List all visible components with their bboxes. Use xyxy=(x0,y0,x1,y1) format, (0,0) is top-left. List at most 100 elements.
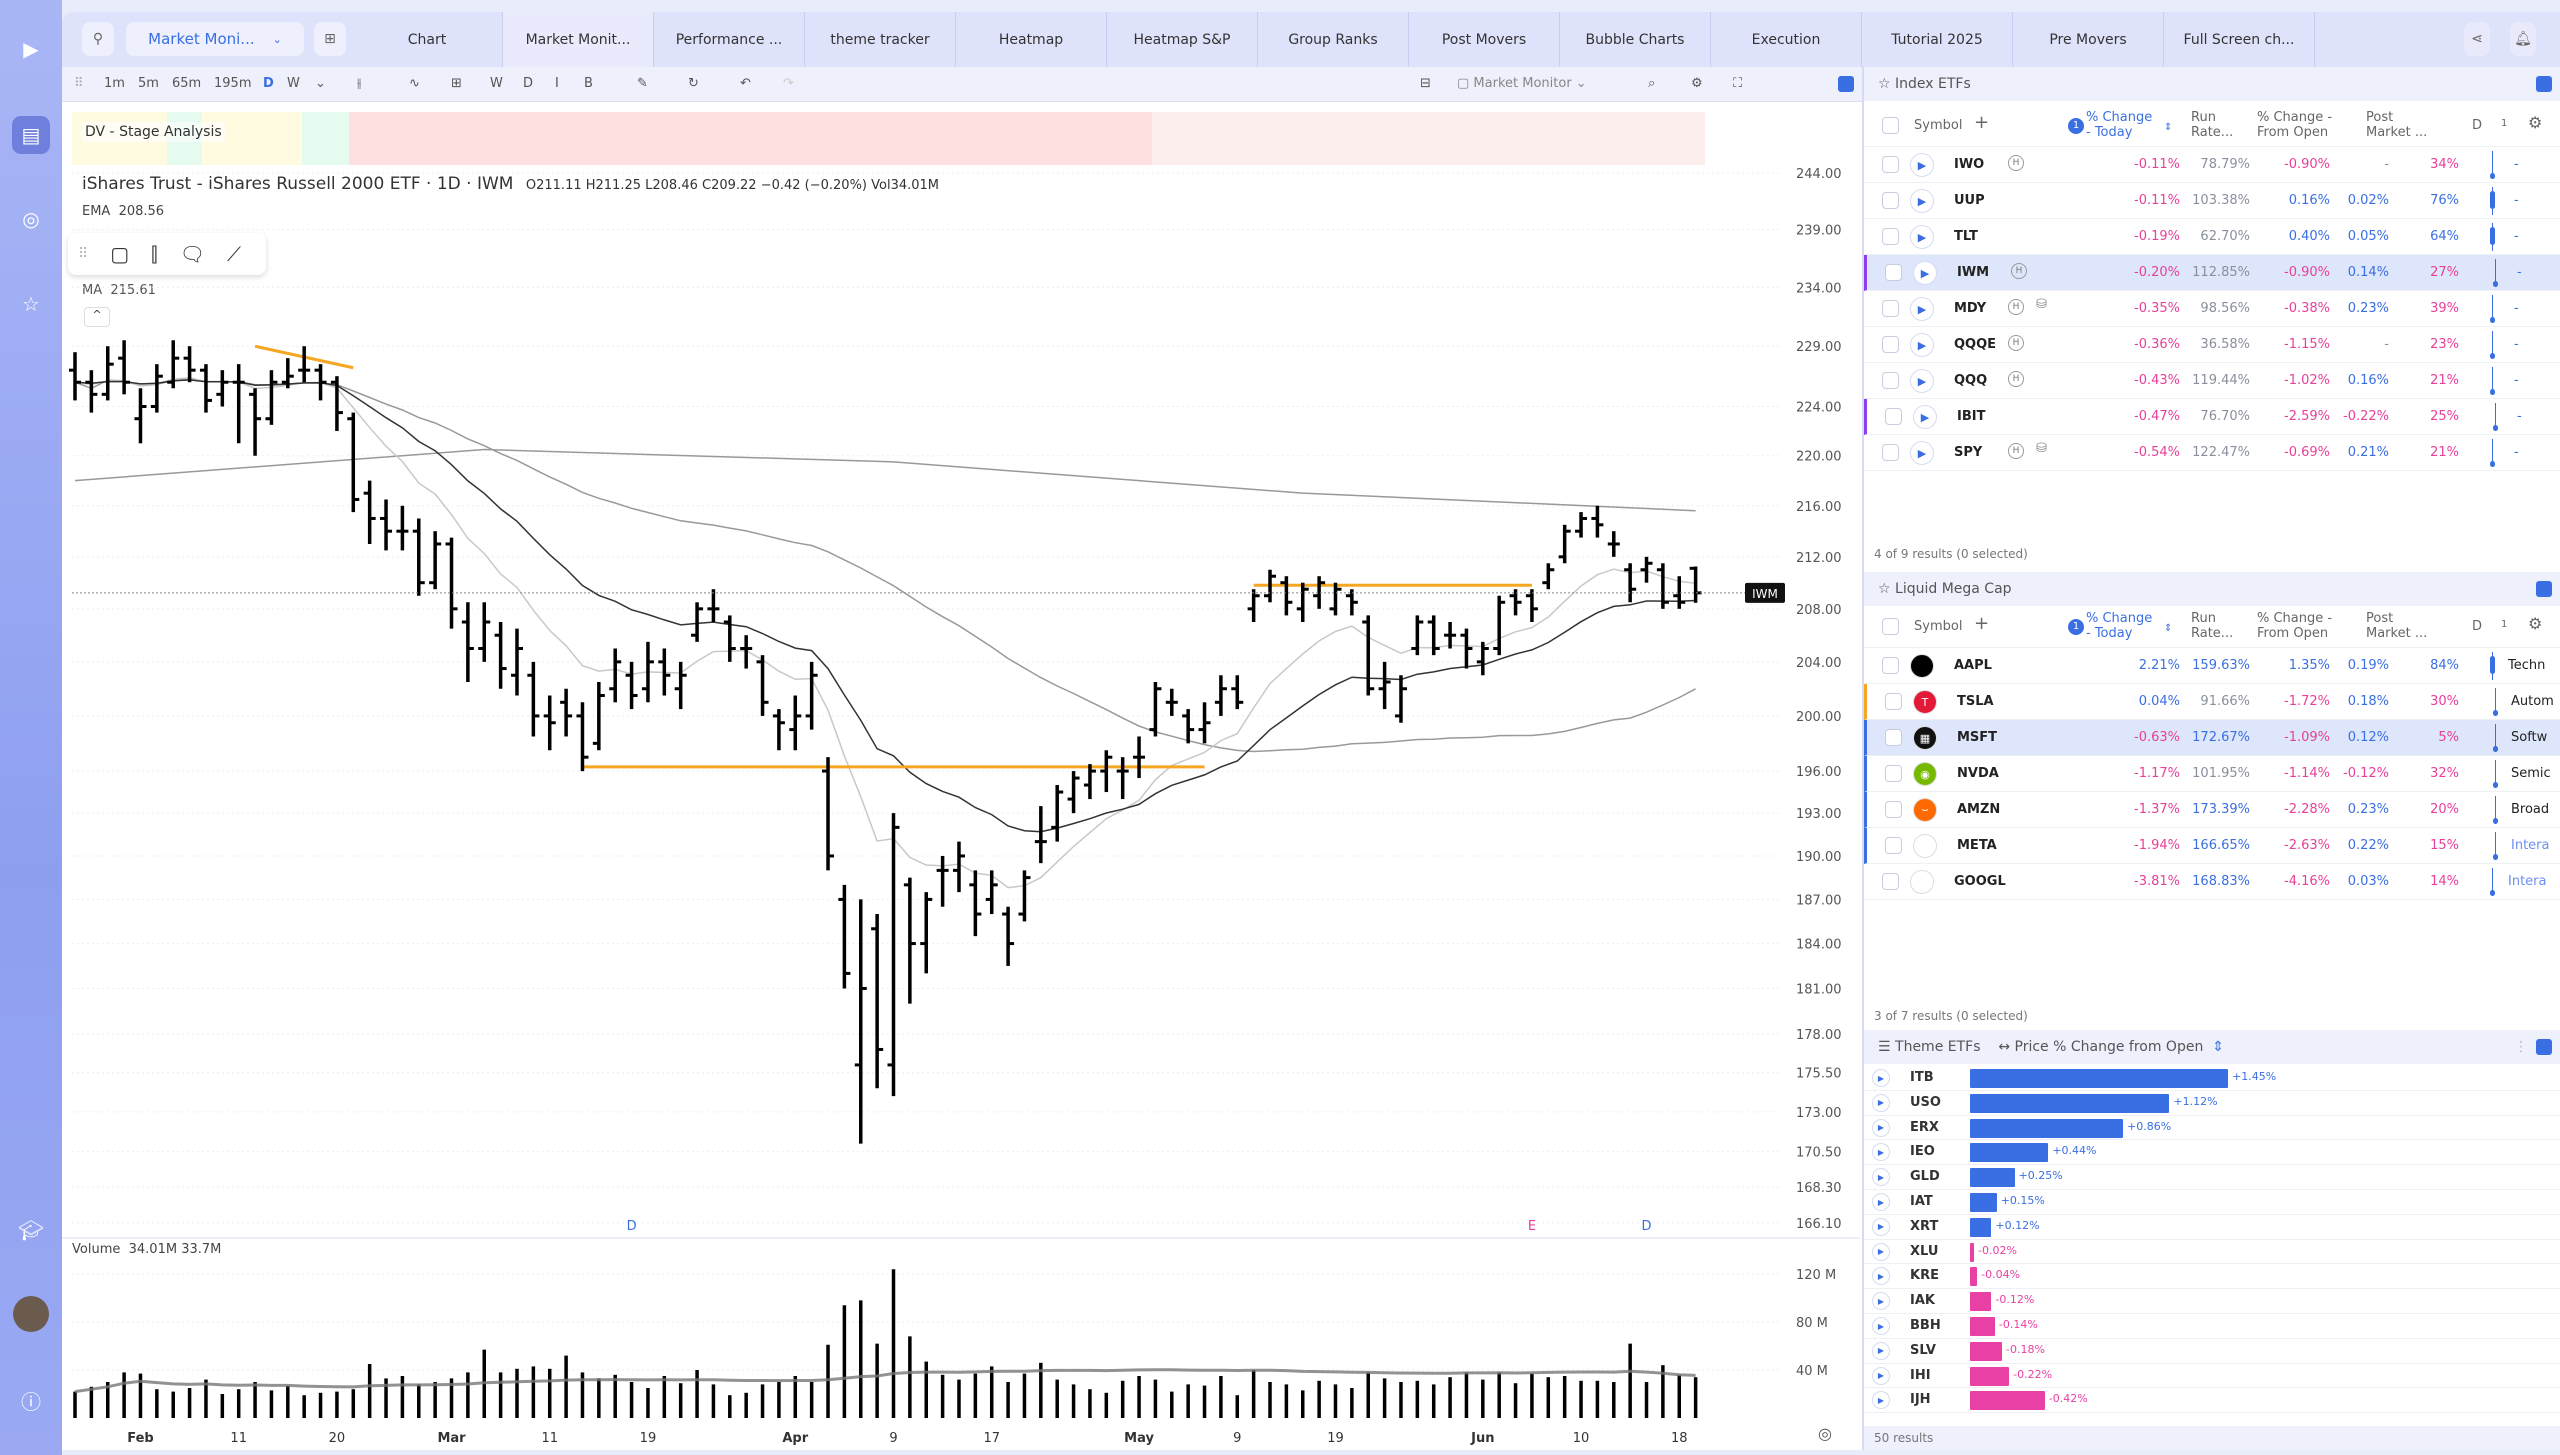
holdings-icon[interactable]: H xyxy=(2008,443,2024,459)
link-color-button[interactable] xyxy=(1838,76,1854,92)
sort-icon[interactable]: ⇕ xyxy=(2164,122,2173,133)
drag-handle-icon[interactable]: ⠿ xyxy=(74,76,84,91)
candles-tool-icon[interactable]: ⫿ xyxy=(151,242,158,266)
theme-etf-row[interactable]: ▶ IEO +0.44% xyxy=(1864,1140,2560,1166)
radar-icon[interactable]: ◎ xyxy=(22,207,40,231)
layout-select[interactable]: Market Moni... ⌄ xyxy=(126,22,304,56)
run-rate-column-header[interactable]: Run Rate... xyxy=(2191,611,2234,641)
tab-pre-movers[interactable]: Pre Movers xyxy=(2013,12,2164,67)
symbol-cell[interactable]: QQQ xyxy=(1954,373,1988,388)
drag-handle-icon[interactable]: ⠿ xyxy=(78,246,89,262)
interval-5m[interactable]: 5m xyxy=(138,76,159,91)
play-icon[interactable]: ▶ xyxy=(1872,1118,1890,1137)
link-color-button[interactable] xyxy=(2536,1039,2552,1055)
theme-symbol[interactable]: ITB xyxy=(1910,1070,1934,1085)
play-icon[interactable]: ▶ xyxy=(1872,1193,1890,1211)
quick-search-icon[interactable]: ⌕ xyxy=(1648,76,1656,91)
undo-icon[interactable]: ↶ xyxy=(740,76,751,91)
star-icon[interactable]: ☆ xyxy=(1878,76,1891,92)
row-checkbox[interactable] xyxy=(1882,156,1899,173)
share-button[interactable]: ⋖ xyxy=(2464,22,2490,56)
play-icon[interactable]: ▶ xyxy=(1872,1093,1890,1112)
sector-cell[interactable]: Intera xyxy=(2508,874,2547,889)
theme-symbol[interactable]: SLV xyxy=(1910,1342,1936,1358)
theme-etf-row[interactable]: ▶ IJH -0.42% xyxy=(1864,1388,2560,1414)
table-row[interactable]: ▶ IWM H -0.20% 112.85% -0.90% 0.14% 27% - xyxy=(1864,255,2560,291)
theme-symbol[interactable]: IJH xyxy=(1910,1392,1931,1408)
chart-panel[interactable]: DV - Stage Analysis iShares Trust - iSha… xyxy=(62,102,1862,1450)
learn-cap-icon[interactable]: 🎓︎ xyxy=(18,1218,44,1242)
play-icon[interactable]: ▶ xyxy=(1872,1217,1890,1236)
collapse-legend-button[interactable]: ^ xyxy=(84,307,110,327)
symbol-cell[interactable]: TSLA xyxy=(1957,694,1994,709)
theme-etf-row[interactable]: ▶ BBH -0.14% xyxy=(1864,1314,2560,1339)
tab-tutorial-2025[interactable]: Tutorial 2025 xyxy=(1862,12,2013,67)
app-logo-icon[interactable]: ▶ xyxy=(23,37,39,61)
play-icon[interactable]: ▶ xyxy=(1872,1242,1890,1261)
column-settings-gear-icon[interactable]: ⚙ xyxy=(2528,614,2543,633)
one-column-header[interactable]: 1 xyxy=(2501,118,2508,129)
row-checkbox[interactable] xyxy=(1882,657,1899,674)
theme-etf-row[interactable]: ▶ USO +1.12% xyxy=(1864,1091,2560,1116)
symbol-cell[interactable]: TLT xyxy=(1954,229,1978,244)
theme-etf-row[interactable]: ▶ XRT +0.12% xyxy=(1864,1215,2560,1240)
table-row[interactable]: ▶ IWO H -0.11% 78.79% -0.90% - 34% - xyxy=(1864,147,2560,183)
settings-gear-icon[interactable]: ⚙ xyxy=(1691,76,1703,91)
star-icon[interactable]: ☆ xyxy=(1878,581,1891,597)
row-checkbox[interactable] xyxy=(1882,372,1899,389)
holdings-icon[interactable]: H xyxy=(2008,155,2024,171)
theme-metric-select[interactable]: Price % Change from Open xyxy=(2014,1039,2204,1055)
interval-d[interactable]: D xyxy=(263,76,274,91)
holdings-icon[interactable]: H xyxy=(2008,335,2024,351)
tab-execution[interactable]: Execution xyxy=(1711,12,1862,67)
theme-symbol[interactable]: BBH xyxy=(1910,1318,1941,1333)
table-row[interactable]: ▦ MSFT -0.63% 172.67% -1.09% 0.12% 5% Softw xyxy=(1864,720,2560,756)
select-all-checkbox[interactable] xyxy=(1882,618,1899,635)
tab-full-screen-ch[interactable]: Full Screen ch... xyxy=(2164,12,2315,67)
table-row[interactable]: ▶ QQQ H -0.43% 119.44% -1.02% 0.16% 21% - xyxy=(1864,363,2560,399)
theme-symbol[interactable]: USO xyxy=(1910,1094,1941,1110)
table-row[interactable]: ▶ QQQE H -0.36% 36.58% -1.15% - 23% - xyxy=(1864,327,2560,363)
theme-symbol[interactable]: IAK xyxy=(1910,1293,1935,1309)
link-color-button[interactable] xyxy=(2536,581,2552,597)
table-row[interactable]: ▶ UUP -0.11% 103.38% 0.16% 0.02% 76% - xyxy=(1864,183,2560,219)
add-column-icon[interactable]: + xyxy=(1974,112,1990,133)
theme-etf-row[interactable]: ▶ IHI -0.22% xyxy=(1864,1364,2560,1389)
symbol-cell[interactable]: META xyxy=(1957,838,1997,853)
row-checkbox[interactable] xyxy=(1882,192,1899,209)
rectangle-tool-icon[interactable]: ▢ xyxy=(110,242,130,266)
theme-etf-row[interactable]: ▶ IAT +0.15% xyxy=(1864,1190,2560,1215)
table-row[interactable]: ⌣ AMZN -1.37% 173.39% -2.28% 0.23% 20% Broad xyxy=(1864,792,2560,828)
chg-open-column-header[interactable]: % Change - From Open xyxy=(2257,110,2333,140)
select-all-checkbox[interactable] xyxy=(1882,117,1899,134)
play-icon[interactable]: ▶ xyxy=(1910,333,1934,357)
symbol-cell[interactable]: MSFT xyxy=(1957,730,1998,745)
theme-symbol[interactable]: ERX xyxy=(1910,1119,1939,1135)
row-checkbox[interactable] xyxy=(1882,300,1899,317)
row-checkbox[interactable] xyxy=(1882,228,1899,245)
line-chart-icon[interactable]: ∿ xyxy=(409,76,420,91)
post-market-column-header[interactable]: Post Market ... xyxy=(2366,611,2428,641)
play-icon[interactable]: ▶ xyxy=(1910,297,1934,321)
row-checkbox[interactable] xyxy=(1882,444,1899,461)
play-icon[interactable]: ▶ xyxy=(1872,1069,1890,1087)
row-checkbox[interactable] xyxy=(1885,408,1902,425)
row-checkbox[interactable] xyxy=(1885,729,1902,746)
play-icon[interactable]: ▶ xyxy=(1910,369,1934,393)
theme-etf-row[interactable]: ▶ KRE -0.04% xyxy=(1864,1264,2560,1290)
row-checkbox[interactable] xyxy=(1885,801,1902,818)
play-icon[interactable]: ▶ xyxy=(1910,225,1934,249)
play-icon[interactable]: ▶ xyxy=(1910,153,1934,177)
theme-symbol[interactable]: IHI xyxy=(1910,1367,1931,1383)
symbol-cell[interactable]: IWO xyxy=(1954,157,1985,172)
theme-symbol[interactable]: KRE xyxy=(1910,1268,1939,1284)
play-icon[interactable]: ▶ xyxy=(1872,1267,1890,1286)
dashboard-icon[interactable]: ▤ xyxy=(12,116,50,154)
tab-market-monit[interactable]: Market Monit... xyxy=(503,12,654,67)
info-icon[interactable]: ⓘ xyxy=(21,1389,41,1414)
theme-etf-row[interactable]: ▶ SLV -0.18% xyxy=(1864,1339,2560,1364)
row-checkbox[interactable] xyxy=(1882,336,1899,353)
theme-symbol[interactable]: GLD xyxy=(1910,1169,1940,1185)
tab-bubble-charts[interactable]: Bubble Charts xyxy=(1560,12,1711,67)
search-button[interactable]: ⚲ xyxy=(82,22,114,56)
